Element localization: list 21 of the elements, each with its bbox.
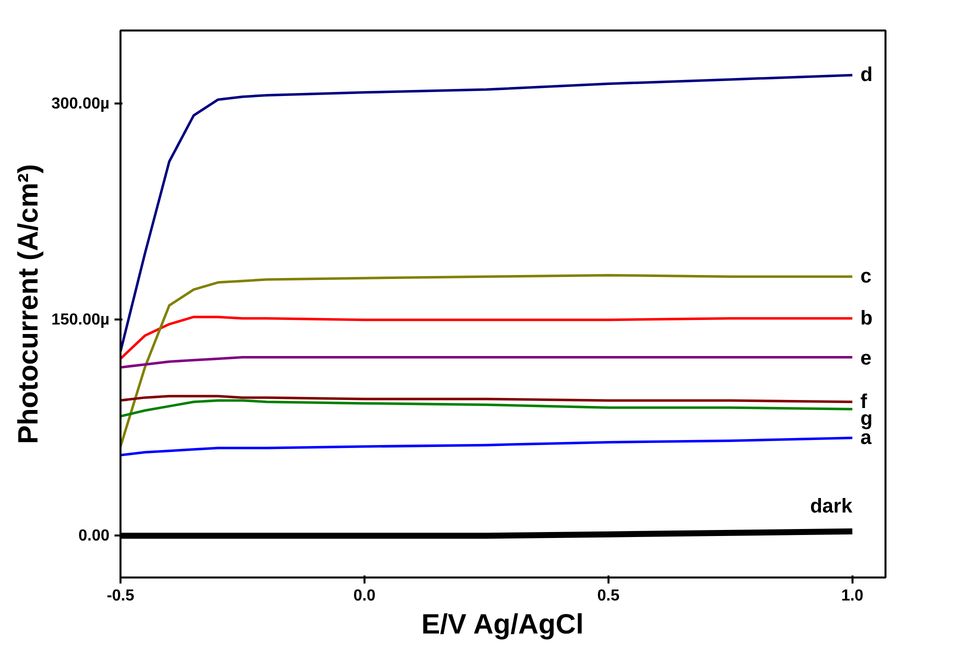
line-series <box>120 74 854 353</box>
line-series <box>120 399 854 418</box>
series-label: e <box>860 347 872 370</box>
x-axis-title: E/V Ag/AgCl <box>421 608 584 640</box>
y-axis-title: Photocurrent (A/cm²) <box>12 164 44 444</box>
y-tick-label: 0.00 <box>78 527 110 544</box>
x-tick-label: -0.5 <box>106 588 134 604</box>
series-label: f <box>860 390 868 413</box>
series-label: dark <box>810 495 854 518</box>
y-tick-label: 150.00µ <box>51 311 110 328</box>
series-label: d <box>860 64 873 86</box>
line-series <box>120 316 854 360</box>
line-series <box>120 274 854 448</box>
line-series <box>120 436 854 456</box>
x-tick-label: 0.5 <box>597 588 620 604</box>
series-label: c <box>860 266 872 288</box>
y-tick-label: 300.00µ <box>51 95 110 112</box>
series-label: b <box>860 307 873 330</box>
x-tick-label: 0.0 <box>353 588 376 604</box>
x-tick-label: 1.0 <box>841 588 864 604</box>
line-series <box>120 356 854 369</box>
